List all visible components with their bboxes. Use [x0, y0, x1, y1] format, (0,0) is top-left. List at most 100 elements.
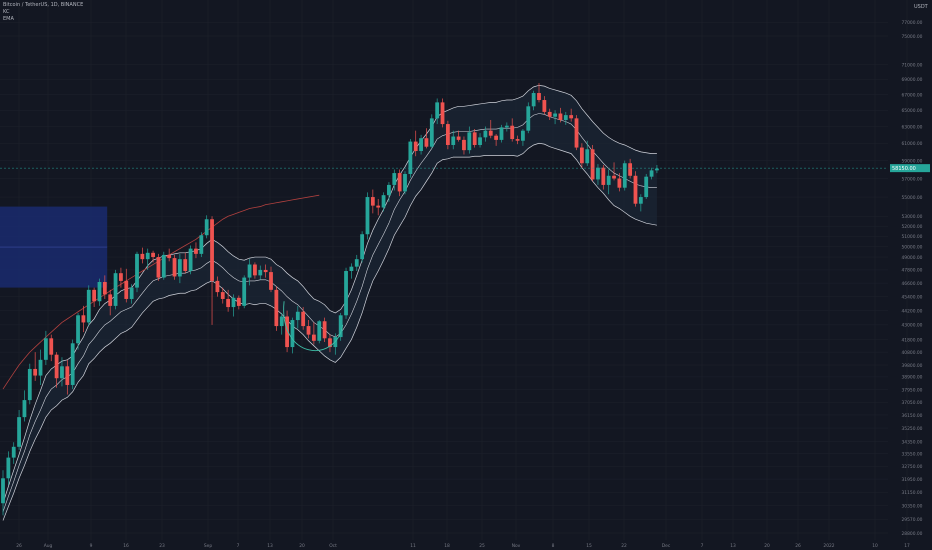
- candle-body: [151, 252, 155, 258]
- candle-body: [194, 248, 198, 254]
- candles: [1, 83, 659, 516]
- candle-body: [102, 282, 107, 295]
- candle-body: [478, 137, 482, 145]
- candle-body: [17, 417, 21, 447]
- candle-body: [54, 354, 59, 379]
- price-tick-label: 35250.00: [902, 426, 923, 432]
- candle-body: [76, 315, 80, 344]
- candle-body: [510, 125, 515, 140]
- candle-body: [295, 311, 300, 321]
- candle-body: [43, 338, 48, 360]
- candle-body: [322, 321, 327, 339]
- price-tick-label: 50000.00: [902, 244, 923, 250]
- candle-body: [590, 149, 595, 180]
- candle-body: [617, 178, 622, 188]
- price-tick-label: 29570.00: [902, 517, 923, 523]
- candle-body: [563, 115, 568, 120]
- time-tick-label: Aug: [44, 543, 53, 549]
- candle-body: [515, 139, 520, 141]
- candle-body: [65, 366, 70, 385]
- candle-body: [462, 139, 466, 151]
- candle-body: [638, 197, 643, 204]
- price-tick-label: 63000.00: [902, 124, 923, 130]
- time-tick-label: 23: [159, 543, 165, 549]
- candle-body: [397, 173, 402, 192]
- price-tick-label: 65000.00: [902, 108, 923, 114]
- candle-body: [231, 297, 236, 308]
- candle-body: [253, 264, 257, 276]
- candle-body: [258, 269, 263, 276]
- candle-body: [220, 292, 225, 299]
- candle-body: [531, 93, 536, 107]
- candle-body: [633, 175, 638, 204]
- current-price-tag: 58150.00: [890, 164, 930, 173]
- candle-body: [145, 252, 150, 260]
- candle-body: [413, 141, 418, 152]
- time-tick-label: 26: [16, 543, 22, 549]
- time-tick-label: 11: [410, 543, 416, 549]
- price-tick-label: 43000.00: [902, 323, 923, 329]
- candle-body: [1, 478, 5, 504]
- candle-body: [649, 170, 654, 177]
- price-tick-label: 52000.00: [902, 224, 923, 230]
- candle-body: [183, 259, 188, 271]
- candle-body: [622, 163, 627, 188]
- candle-body: [242, 277, 247, 306]
- price-tick-label: 28800.00: [902, 531, 923, 537]
- candle-body: [558, 113, 563, 120]
- time-tick-label: 15: [586, 543, 592, 549]
- price-tick-label: 53000.00: [902, 214, 923, 220]
- candle-body: [424, 138, 429, 147]
- grid: [0, 0, 908, 540]
- price-tick-label: 37050.00: [902, 400, 923, 406]
- price-tick-label: 40800.00: [902, 350, 923, 356]
- candle-body: [349, 266, 354, 271]
- current-price-label: 58150.00: [892, 166, 916, 172]
- price-tick-label: 36150.00: [902, 413, 923, 419]
- time-tick-label: Oct: [329, 543, 337, 549]
- candle-body: [569, 115, 574, 119]
- indicator-kc-label[interactable]: KC: [3, 9, 10, 15]
- candle-body: [226, 298, 231, 308]
- candle-body: [547, 111, 552, 117]
- price-axis[interactable]: 77000.00 75000.00 71000.00 69000.00 67000.00…: [902, 20, 923, 537]
- time-tick-label: 2022: [823, 543, 834, 549]
- candle-body: [579, 147, 584, 164]
- candle-body: [521, 130, 525, 141]
- candle-body: [376, 205, 381, 208]
- price-tick-label: 37950.00: [902, 388, 923, 394]
- candle-body: [537, 93, 541, 101]
- candle-body: [156, 257, 161, 278]
- candle-body: [177, 259, 182, 277]
- candle-body: [317, 321, 322, 341]
- time-tick-label: 7: [237, 543, 240, 549]
- time-tick-label: 13: [267, 543, 273, 549]
- price-tick-label: 31950.00: [902, 477, 923, 483]
- candle-body: [440, 102, 445, 125]
- candle-body: [451, 136, 456, 145]
- time-axis[interactable]: 26 Aug 9 16 23 Sep 7 13 20 Oct 11 18 25 Nov 8 15 22 Dec 7 1…: [16, 543, 910, 549]
- price-tick-label: 45400.00: [902, 294, 923, 300]
- time-tick-label: Dec: [662, 543, 671, 549]
- candle-body: [387, 184, 391, 196]
- candle-body: [328, 338, 332, 348]
- candle-body: [129, 287, 134, 299]
- candle-body: [344, 270, 348, 316]
- time-tick-label: 20: [299, 543, 305, 549]
- candle-body: [628, 163, 633, 176]
- candle-body: [247, 264, 252, 278]
- candle-body: [6, 457, 11, 479]
- candle-body: [172, 258, 177, 277]
- time-tick-label: 18: [444, 543, 450, 549]
- candle-body: [97, 282, 102, 302]
- candle-body: [167, 254, 172, 259]
- candle-body: [553, 113, 557, 117]
- indicator-ema-label[interactable]: EMA: [3, 16, 14, 22]
- candle-body: [27, 368, 32, 401]
- time-tick-label: Nov: [512, 543, 521, 549]
- candle-body: [215, 280, 220, 293]
- time-tick-label: 10: [872, 543, 878, 549]
- candle-body: [81, 315, 86, 323]
- time-tick-label: 9: [90, 543, 93, 549]
